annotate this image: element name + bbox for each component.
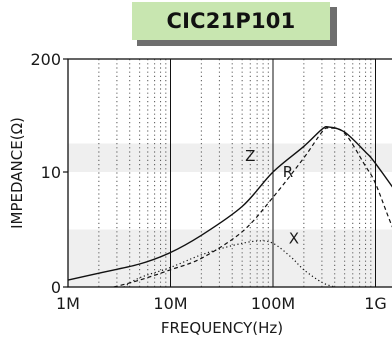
x-axis-label: FREQUENCY(Hz): [161, 319, 283, 337]
plot-frame: [67, 58, 392, 288]
series-line-x: [123, 240, 335, 288]
series-line-z: [67, 125, 392, 281]
x-tick-label: 1G: [364, 294, 387, 313]
y-band-0: [68, 229, 392, 287]
series-label-x: X: [289, 230, 299, 248]
y-tick-label: 0: [51, 278, 61, 297]
chart-title: CIC21P101: [132, 2, 330, 40]
series-line-r: [113, 127, 392, 288]
y-band-1: [68, 143, 392, 172]
x-tick-label: 100M: [251, 294, 295, 313]
x-tick-label: 10M: [153, 294, 187, 313]
y-tick-label: 200: [30, 50, 61, 69]
series-label-r: R: [283, 163, 293, 181]
y-axis-label: IMPEDANCE(Ω): [8, 117, 26, 229]
x-tick-label: 1M: [56, 294, 80, 313]
y-tick-label: 10: [41, 163, 61, 182]
series-label-z: Z: [245, 147, 255, 165]
